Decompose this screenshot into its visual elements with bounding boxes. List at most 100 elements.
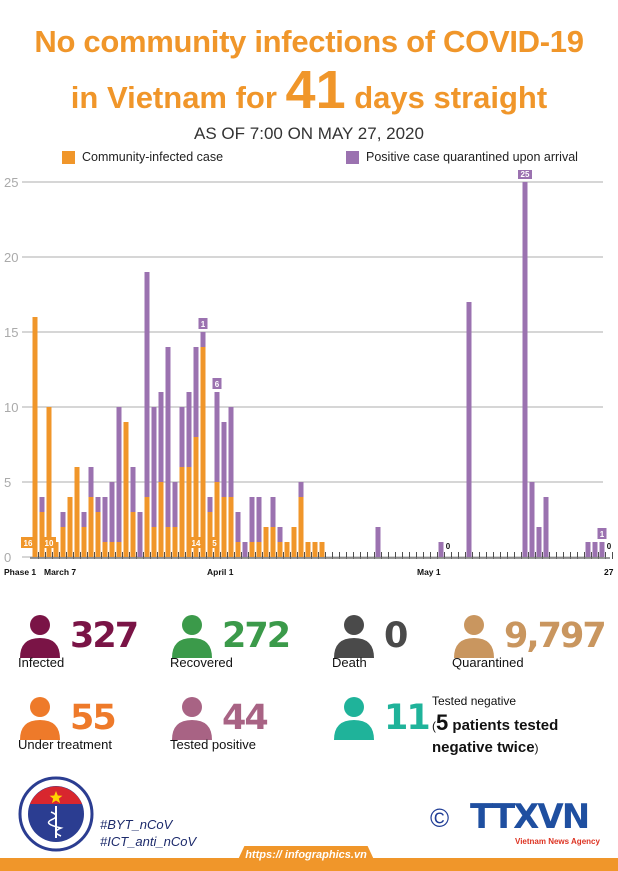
stat-value: 44 [222,697,269,738]
bar-community [151,527,157,557]
tested-negative-note: (5 patients tested negative twice) [432,712,558,759]
bar-community [144,497,150,557]
legend-community: Community-infected case [62,150,223,164]
bar-quarantined [277,527,283,542]
hashtag-ict: #ICT_anti_nCoV [100,834,197,849]
subtitle: AS OF 7:00 ON MAY 27, 2020 [194,124,424,143]
stat-label: Quarantined [452,655,524,670]
bar-community [319,542,325,557]
bar-community [109,542,115,557]
data-label-bg [42,537,56,548]
data-label: 10 [45,539,54,548]
bar-quarantined [109,482,115,542]
bar-quarantined [207,497,213,512]
legend-swatch-purple [346,150,359,164]
stat-death: 0 [332,612,408,660]
bar-quarantined [466,302,472,557]
bar-community [172,527,178,557]
bar-community [67,497,73,557]
data-label-bg [189,537,203,548]
bar-community [214,482,220,557]
bar-quarantined [81,512,87,527]
website-link[interactable]: https:// infographics.vn [236,846,376,864]
negative-twice-count: 5 [436,710,449,735]
bar-quarantined [543,497,549,557]
bar-quarantined [585,542,591,557]
bar-quarantined [228,407,234,497]
bar-quarantined [522,182,528,557]
person-icon [172,615,212,658]
stat-infected: 327 [18,612,139,660]
bar-community [193,437,199,557]
data-label-bg [21,537,35,548]
data-label: 6 [215,380,220,389]
x-tick-label: 27 [604,567,614,577]
bar-community [53,542,59,557]
bar-quarantined [200,332,206,347]
bar-quarantined [242,542,248,557]
bar-community [88,497,94,557]
stat-value: 327 [70,615,139,656]
bar-community [249,542,255,557]
person-icon [334,615,374,658]
bar-quarantined [179,407,185,467]
copyright-icon: © [430,803,450,833]
stat-label: Tested positive [170,737,256,752]
bar-quarantined [116,407,122,542]
data-label: 1 [600,530,605,539]
title-line-2: in Vietnam for 41 days straight [0,62,618,118]
stat-label: Under treatment [18,737,112,752]
note-text-2: negative twice [432,739,535,756]
bar-quarantined [592,542,598,557]
bar-community [200,347,206,557]
bar-quarantined [60,512,66,527]
bar-community [305,542,311,557]
stat-quarantined: 9,797 [452,612,607,660]
bar-quarantined [151,407,157,527]
bar-community [32,317,38,557]
data-label: 1 [201,320,206,329]
ttxvn-logo: TTXVN [470,797,590,837]
y-tick-label: 15 [4,325,18,340]
y-tick-label: 0 [4,550,11,565]
legend-label: Positive case quarantined upon arrival [366,150,578,164]
bar-community [39,512,45,557]
stat-value: 272 [222,615,291,656]
x-tick-label: May 1 [417,567,441,577]
bar-quarantined [298,482,304,497]
agency-name: Vietnam News Agency [515,837,600,846]
stat-under-treatment: 55 [18,694,117,742]
legend-label: Community-infected case [82,150,224,164]
bar-community [312,542,318,557]
data-label-bg [198,318,208,329]
bar-community [102,542,108,557]
stat-value: 9,797 [504,615,607,656]
bar-community [284,542,290,557]
x-tick-label: March 7 [44,567,76,577]
bar-quarantined [102,497,108,542]
stat-tested-negative: 11 [332,694,431,742]
bar-quarantined [88,467,94,497]
bar-community [165,527,171,557]
bar-quarantined [158,392,164,482]
legend-quarantined: Positive case quarantined upon arrival [346,150,578,164]
bar-community [207,512,213,557]
bar-community [74,467,80,557]
tested-negative-label: Tested negative [432,694,517,708]
bar-community [221,497,227,557]
ministry-of-health-logo [18,776,94,852]
stat-value: 11 [384,697,431,738]
data-label: 14 [192,539,201,548]
stat-value: 0 [384,615,408,656]
bar-quarantined [130,467,136,512]
y-tick-label: 10 [4,400,18,415]
bar-community [95,512,101,557]
bar-community [179,467,185,557]
stat-label: Recovered [170,655,233,670]
bar-community [298,497,304,557]
x-tick-label: Phase 1 [4,567,36,577]
person-icon [20,615,60,658]
bar-community [235,542,241,557]
stat-value: 55 [70,697,117,738]
